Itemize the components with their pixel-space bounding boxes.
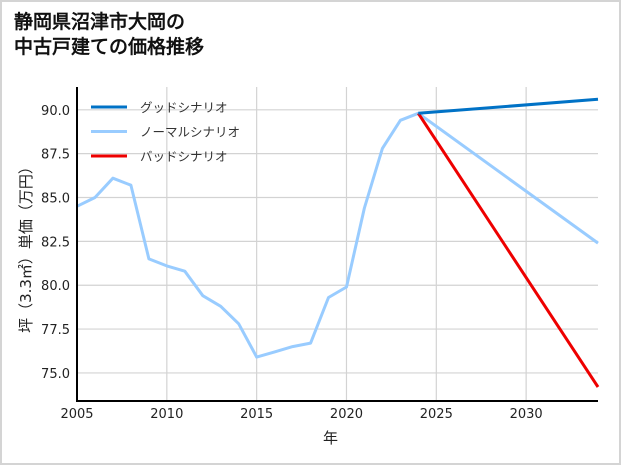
y-tick-label: 82.5 <box>41 235 70 250</box>
data-series <box>76 97 600 388</box>
y-tick-label: 75.0 <box>41 367 70 382</box>
y-tick-label: 87.5 <box>41 148 70 163</box>
axes <box>76 87 598 402</box>
series-line <box>417 112 600 388</box>
y-tick-label: 77.5 <box>41 323 70 338</box>
y-tick-label: 85.0 <box>41 192 70 207</box>
x-tick-label: 2005 <box>60 407 93 422</box>
legend-label: ノーマルシナリオ <box>140 125 240 140</box>
x-axis-label: 年 <box>323 429 338 447</box>
y-tick-label: 90.0 <box>41 104 70 119</box>
tick-labels: 75.0 77.5 80.0 82.5 85.0 87.5 90.0 2005 2010 2015… <box>41 104 543 422</box>
x-tick-label: 2030 <box>510 407 543 422</box>
legend-label: バッドシナリオ <box>140 149 228 164</box>
y-tick-label: 80.0 <box>41 279 70 294</box>
x-tick-label: 2025 <box>420 407 453 422</box>
chart-title-line-1: 静岡県沼津市大岡の <box>14 11 186 33</box>
y-axis-label: 坪（3.3㎡）単価（万円） <box>17 159 35 333</box>
chart-title: 静岡県沼津市大岡の 中古戸建ての価格推移 <box>14 10 204 60</box>
x-tick-label: 2020 <box>330 407 363 422</box>
x-tick-label: 2015 <box>240 407 273 422</box>
series-line <box>76 111 599 359</box>
x-tick-label: 2010 <box>150 407 183 422</box>
series-line <box>418 97 599 115</box>
chart-title-line-2: 中古戸建ての価格推移 <box>14 36 205 58</box>
legend-label: グッドシナリオ <box>140 100 228 115</box>
